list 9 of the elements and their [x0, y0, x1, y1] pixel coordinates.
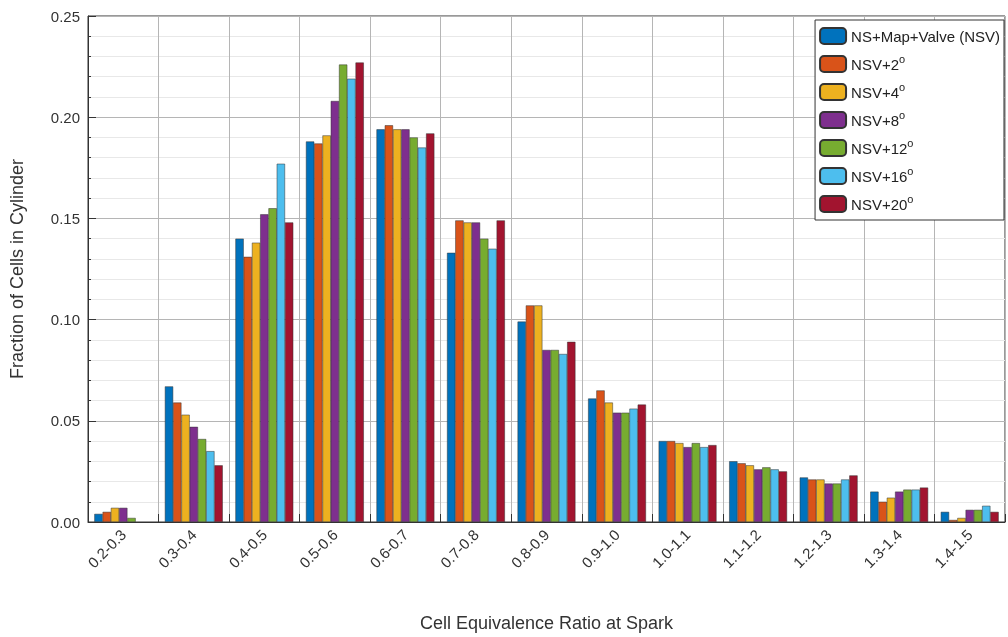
y-tick-label: 0.20	[50, 108, 80, 126]
legend-label: NS+Map+Valve (NSV)	[851, 27, 1001, 45]
y-tick-label: 0.05	[50, 412, 80, 430]
x-axis-title: Cell Equivalence Ratio at Spark	[419, 613, 675, 633]
y-tick-label: 0.00	[50, 513, 80, 531]
y-axis-title: Fraction of Cells in Cylinder	[7, 158, 27, 380]
y-tick-label: 0.15	[50, 209, 80, 227]
y-tick-label: 0.10	[50, 311, 80, 329]
y-tick-label: 0.25	[50, 7, 80, 25]
